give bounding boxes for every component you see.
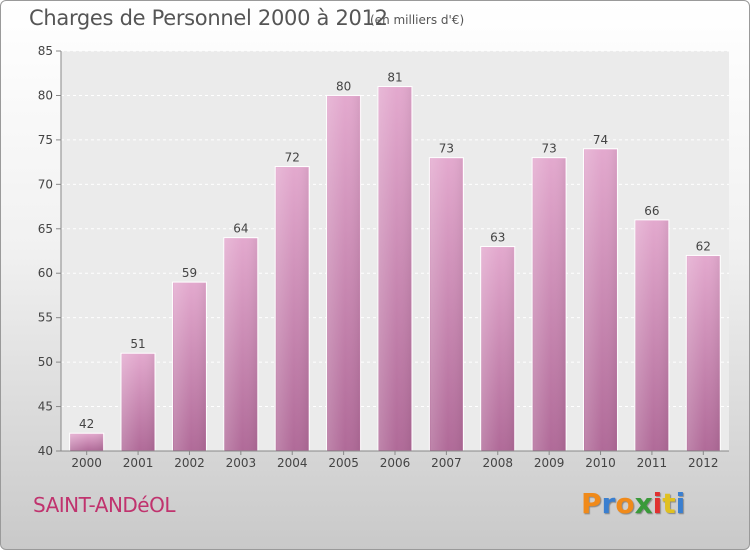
- proxiti-logo: Proxiti: [581, 487, 685, 520]
- y-tick-label: 40: [38, 444, 53, 458]
- data-label: 74: [593, 133, 608, 147]
- x-tick-label: 2006: [380, 456, 411, 470]
- y-tick-label: 55: [38, 311, 53, 325]
- x-tick-label: 2011: [637, 456, 668, 470]
- data-label: 64: [233, 222, 248, 236]
- bar-sheen: [173, 283, 206, 450]
- commune-name: SAINT-ANDéOL: [33, 493, 176, 517]
- x-tick-label: 2001: [123, 456, 154, 470]
- y-tick-label: 50: [38, 355, 53, 369]
- data-label: 81: [387, 71, 402, 85]
- data-label: 66: [644, 204, 659, 218]
- bar-sheen: [533, 158, 566, 450]
- data-label: 72: [285, 151, 300, 165]
- x-tick-label: 2008: [482, 456, 513, 470]
- y-tick-label: 80: [38, 88, 53, 102]
- chart-title: Charges de Personnel 2000 à 2012: [29, 6, 388, 30]
- logo-letter: o: [615, 487, 635, 520]
- x-tick-label: 2012: [688, 456, 719, 470]
- bar-sheen: [70, 434, 103, 450]
- y-tick-label: 65: [38, 222, 53, 236]
- bar-sheen: [584, 149, 617, 450]
- data-label: 73: [439, 142, 454, 156]
- x-tick-label: 2007: [431, 456, 462, 470]
- bar-sheen: [430, 158, 463, 450]
- y-tick-label: 60: [38, 266, 53, 280]
- x-tick-label: 2002: [174, 456, 205, 470]
- bar-sheen: [276, 167, 309, 451]
- data-label: 80: [336, 79, 351, 93]
- bar-sheen: [379, 87, 411, 451]
- bar-sheen: [224, 238, 257, 450]
- y-tick-label: 75: [38, 133, 53, 147]
- bar-sheen: [687, 256, 720, 450]
- logo-letter: t: [662, 487, 676, 520]
- y-tick-label: 70: [38, 177, 53, 191]
- data-label: 63: [490, 231, 505, 245]
- bar-sheen: [122, 354, 155, 450]
- x-tick-label: 2009: [534, 456, 565, 470]
- data-label: 73: [542, 142, 557, 156]
- x-tick-label: 2005: [328, 456, 359, 470]
- chart-unit-subtitle: (en milliers d'€): [370, 13, 465, 27]
- data-label: 42: [79, 417, 94, 431]
- y-tick-label: 45: [38, 400, 53, 414]
- logo-letter: i: [652, 487, 663, 520]
- data-label: 59: [182, 266, 197, 280]
- data-label: 62: [696, 239, 711, 253]
- logo-letter: P: [581, 487, 602, 520]
- logo-letter: x: [634, 487, 653, 520]
- x-tick-label: 2000: [71, 456, 102, 470]
- bar-sheen: [327, 96, 360, 450]
- data-label: 51: [130, 337, 145, 351]
- axes: 40 45 50 55 60 65 70 75 80 85 2000 2001 2002 2003 2004…: [38, 44, 729, 470]
- bar-sheen: [635, 220, 668, 450]
- x-tick-label: 2003: [226, 456, 257, 470]
- y-tick-label: 85: [38, 44, 53, 58]
- x-tick-label: 2010: [585, 456, 616, 470]
- logo-letter: i: [675, 487, 686, 520]
- x-tick-label: 2004: [277, 456, 308, 470]
- bar-sheen: [481, 247, 514, 450]
- logo-letter: r: [601, 487, 616, 520]
- bars: 42 51 59 64 72 80 81 73 63 73 74 66 62: [69, 71, 721, 452]
